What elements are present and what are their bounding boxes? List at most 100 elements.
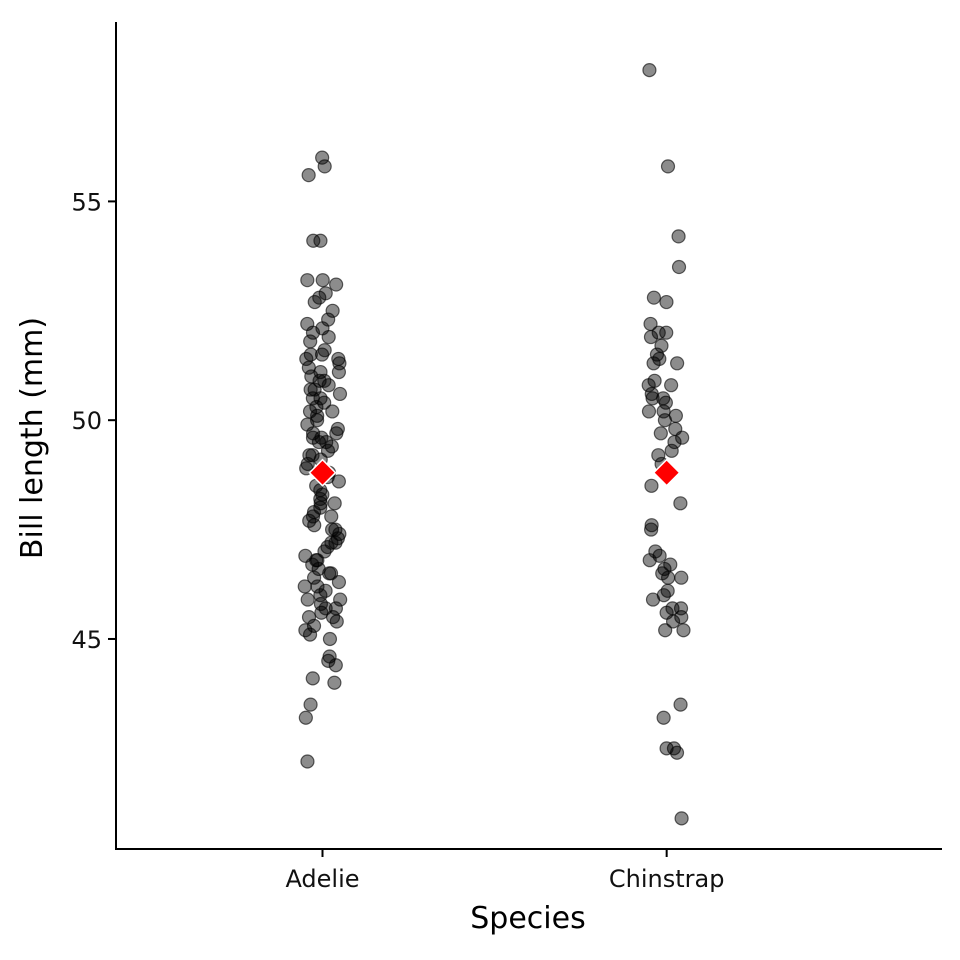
data-point bbox=[300, 273, 315, 288]
data-point bbox=[674, 811, 689, 826]
data-point bbox=[321, 653, 336, 668]
data-point bbox=[327, 675, 342, 690]
data-point bbox=[667, 434, 682, 450]
data-point bbox=[657, 413, 673, 428]
data-point bbox=[660, 583, 675, 598]
x-axis-ticks: Adelie Chinstrap bbox=[285, 849, 724, 893]
data-point bbox=[661, 570, 676, 585]
data-point bbox=[300, 592, 315, 607]
data-point bbox=[306, 618, 322, 633]
data-point bbox=[327, 496, 342, 511]
data-point bbox=[301, 168, 316, 183]
data-point bbox=[307, 294, 322, 310]
data-point bbox=[651, 325, 666, 340]
x-tick-label: Adelie bbox=[285, 865, 359, 893]
data-point bbox=[659, 325, 674, 340]
data-point bbox=[315, 273, 330, 288]
y-tick-label: 45 bbox=[71, 626, 102, 654]
data-point bbox=[665, 614, 681, 629]
data-point bbox=[674, 570, 689, 585]
data-point bbox=[651, 448, 666, 463]
data-point bbox=[314, 605, 329, 620]
data-point bbox=[644, 522, 659, 537]
data-point bbox=[671, 259, 687, 275]
data-point bbox=[641, 404, 657, 419]
data-point bbox=[307, 518, 322, 533]
y-axis-title: Bill length (mm) bbox=[15, 317, 50, 559]
data-point bbox=[303, 334, 318, 349]
data-point bbox=[315, 150, 330, 165]
data-point bbox=[673, 697, 688, 712]
data-point bbox=[324, 509, 339, 524]
data-point bbox=[644, 518, 659, 533]
data-point bbox=[653, 426, 668, 441]
data-point bbox=[314, 347, 330, 362]
data-point bbox=[310, 408, 325, 423]
y-axis-ticks: 45 50 55 bbox=[71, 188, 116, 654]
data-point bbox=[660, 159, 676, 174]
data-point bbox=[676, 623, 691, 638]
data-point bbox=[659, 741, 674, 756]
data-point bbox=[323, 566, 339, 581]
data-point bbox=[325, 404, 340, 419]
data-point bbox=[641, 378, 656, 393]
data-point bbox=[331, 474, 346, 489]
data-point bbox=[310, 579, 325, 594]
data-point bbox=[313, 233, 328, 248]
data-point bbox=[305, 671, 320, 686]
means-layer bbox=[308, 458, 681, 487]
data-point bbox=[329, 614, 344, 629]
data-point bbox=[321, 378, 336, 393]
data-point bbox=[659, 294, 674, 310]
data-point bbox=[670, 356, 685, 371]
data-point bbox=[642, 553, 657, 568]
data-point bbox=[328, 658, 343, 673]
data-point bbox=[646, 290, 662, 305]
data-point bbox=[317, 159, 332, 174]
data-point bbox=[664, 378, 679, 393]
data-point bbox=[658, 395, 673, 410]
data-point bbox=[645, 391, 660, 406]
data-point bbox=[669, 745, 685, 760]
data-point bbox=[656, 710, 671, 725]
data-point bbox=[328, 535, 343, 550]
data-point bbox=[658, 623, 673, 638]
x-tick-label: Chinstrap bbox=[609, 865, 725, 893]
data-point bbox=[305, 448, 320, 463]
data-point bbox=[644, 478, 659, 493]
data-point bbox=[332, 386, 348, 402]
data-point bbox=[302, 627, 318, 642]
data-point bbox=[671, 229, 686, 244]
data-point bbox=[656, 404, 671, 419]
data-point bbox=[303, 382, 318, 397]
data-point bbox=[305, 325, 321, 340]
data-point bbox=[297, 579, 312, 594]
points-layer bbox=[297, 63, 691, 826]
data-point bbox=[298, 710, 313, 725]
data-point bbox=[645, 592, 661, 607]
data-point bbox=[675, 430, 690, 445]
data-point bbox=[329, 277, 344, 292]
data-point bbox=[300, 754, 315, 769]
data-point bbox=[664, 443, 679, 458]
data-point bbox=[307, 570, 322, 585]
y-tick-label: 55 bbox=[71, 188, 102, 216]
data-point bbox=[333, 592, 348, 607]
data-point bbox=[673, 496, 688, 511]
data-point bbox=[331, 574, 347, 590]
data-point bbox=[299, 461, 314, 476]
data-point bbox=[642, 63, 657, 78]
data-point bbox=[301, 609, 317, 625]
data-point bbox=[303, 697, 318, 712]
mean-marker bbox=[652, 458, 681, 487]
data-point bbox=[322, 631, 338, 647]
data-point bbox=[331, 364, 347, 380]
data-point bbox=[317, 395, 332, 410]
data-point bbox=[311, 434, 327, 450]
data-point bbox=[306, 233, 321, 248]
data-point bbox=[325, 303, 340, 318]
data-point bbox=[329, 426, 344, 441]
y-tick-label: 50 bbox=[71, 407, 102, 435]
data-point bbox=[643, 329, 659, 345]
